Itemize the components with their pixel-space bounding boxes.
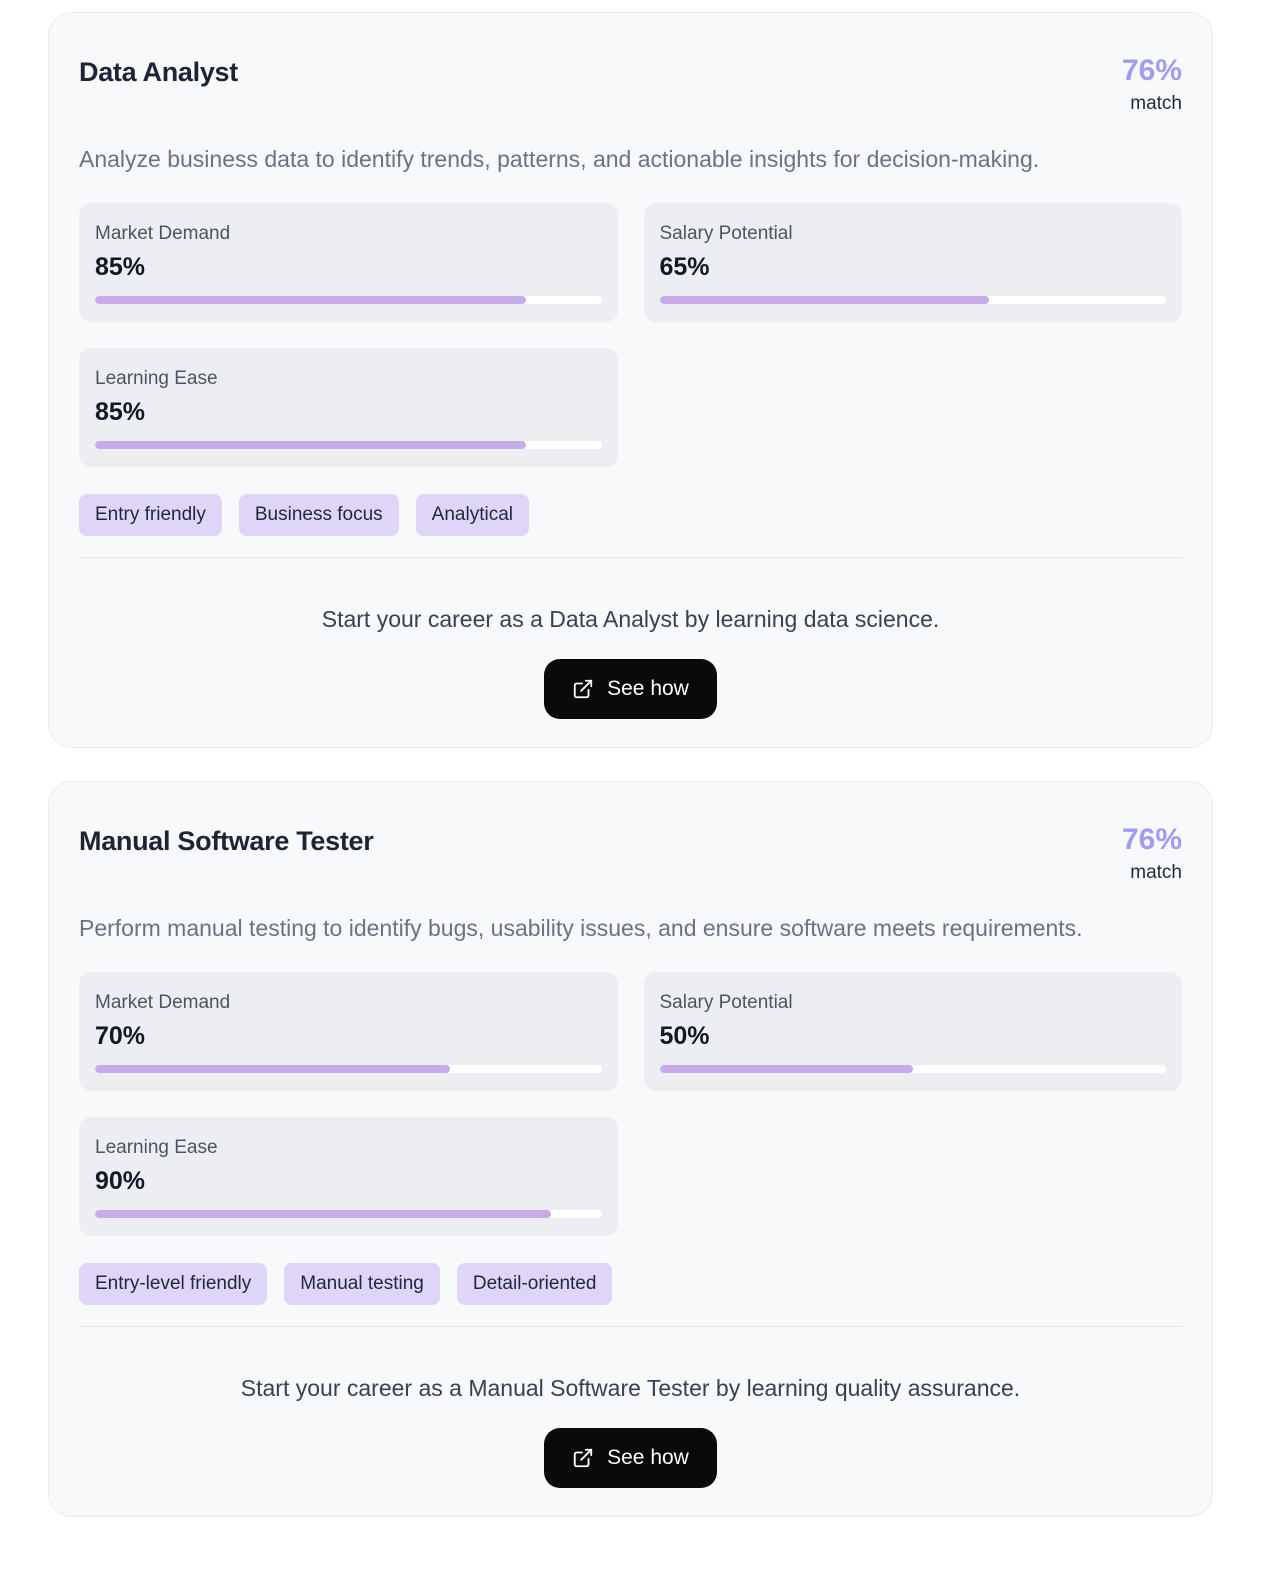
progress-fill [95, 1065, 450, 1073]
stat-label: Learning Ease [95, 368, 218, 389]
card-description: Analyze business data to identify trends… [79, 146, 1040, 172]
card-header: Data Analyst 76% match [79, 53, 1182, 115]
match-percentage: 76% [1121, 823, 1182, 856]
stat-label: Salary Potential [659, 223, 793, 244]
stat-box-learning-ease: Learning Ease 90% [79, 1117, 618, 1236]
progress-track [95, 1210, 602, 1218]
cta-text: Start your career as a Manual Software T… [240, 1375, 1021, 1401]
tag-chip: Detail-oriented [456, 1263, 613, 1305]
match-label: match [1130, 93, 1182, 114]
progress-fill [95, 441, 526, 449]
progress-fill [95, 296, 526, 304]
cta-section: Start your career as a Data Analyst by l… [79, 606, 1182, 719]
see-how-label: See how [607, 677, 689, 700]
divider [79, 557, 1182, 558]
tag-chip: Entry-level friendly [79, 1263, 268, 1305]
progress-track [95, 296, 602, 304]
stat-value: 85% [95, 398, 146, 426]
progress-track [95, 1065, 602, 1073]
stats-grid: Market Demand 70% Salary Potential 50% L… [79, 972, 1182, 1236]
stat-box-learning-ease: Learning Ease 85% [79, 348, 618, 467]
match-block: 76% match [1122, 822, 1182, 884]
progress-fill [659, 296, 989, 304]
match-label: match [1130, 862, 1182, 883]
tags-row: Entry friendly Business focus Analytical [79, 494, 1182, 536]
cta-section: Start your career as a Manual Software T… [79, 1375, 1182, 1488]
stat-value: 85% [95, 253, 146, 281]
stat-box-salary-potential: Salary Potential 50% [643, 972, 1182, 1091]
stat-label: Learning Ease [95, 1137, 218, 1158]
progress-fill [659, 1065, 913, 1073]
career-card-manual-software-tester: Manual Software Tester 76% match Perform… [48, 781, 1213, 1517]
tag-chip: Entry friendly [79, 494, 222, 536]
progress-track [659, 296, 1166, 304]
stat-label: Market Demand [95, 992, 231, 1013]
progress-track [95, 441, 602, 449]
stat-box-market-demand: Market Demand 85% [79, 203, 618, 322]
tag-chip: Manual testing [284, 1263, 440, 1305]
external-link-icon [572, 1447, 594, 1469]
progress-track [659, 1065, 1166, 1073]
external-link-icon [572, 678, 594, 700]
card-title: Data Analyst [79, 57, 238, 87]
career-matches-page: Data Analyst 76% match Analyze business … [48, 12, 1213, 1517]
card-description: Perform manual testing to identify bugs,… [79, 915, 1083, 941]
see-how-label: See how [607, 1446, 689, 1469]
card-title: Manual Software Tester [79, 826, 374, 856]
match-block: 76% match [1122, 53, 1182, 115]
career-card-data-analyst: Data Analyst 76% match Analyze business … [48, 12, 1213, 748]
see-how-button[interactable]: See how [544, 659, 717, 719]
stat-value: 70% [95, 1022, 146, 1050]
card-header: Manual Software Tester 76% match [79, 822, 1182, 884]
tag-chip: Analytical [415, 494, 529, 536]
stat-box-salary-potential: Salary Potential 65% [643, 203, 1182, 322]
stat-value: 50% [659, 1022, 710, 1050]
stat-value: 65% [659, 253, 710, 281]
divider [79, 1326, 1182, 1327]
stat-value: 90% [95, 1167, 146, 1195]
stat-label: Market Demand [95, 223, 231, 244]
match-percentage: 76% [1121, 54, 1182, 87]
stat-label: Salary Potential [659, 992, 793, 1013]
stats-grid: Market Demand 85% Salary Potential 65% L… [79, 203, 1182, 467]
tags-row: Entry-level friendly Manual testing Deta… [79, 1263, 1182, 1305]
progress-fill [95, 1210, 551, 1218]
stat-box-market-demand: Market Demand 70% [79, 972, 618, 1091]
tag-chip: Business focus [238, 494, 399, 536]
see-how-button[interactable]: See how [544, 1428, 717, 1488]
cta-text: Start your career as a Data Analyst by l… [321, 606, 940, 632]
